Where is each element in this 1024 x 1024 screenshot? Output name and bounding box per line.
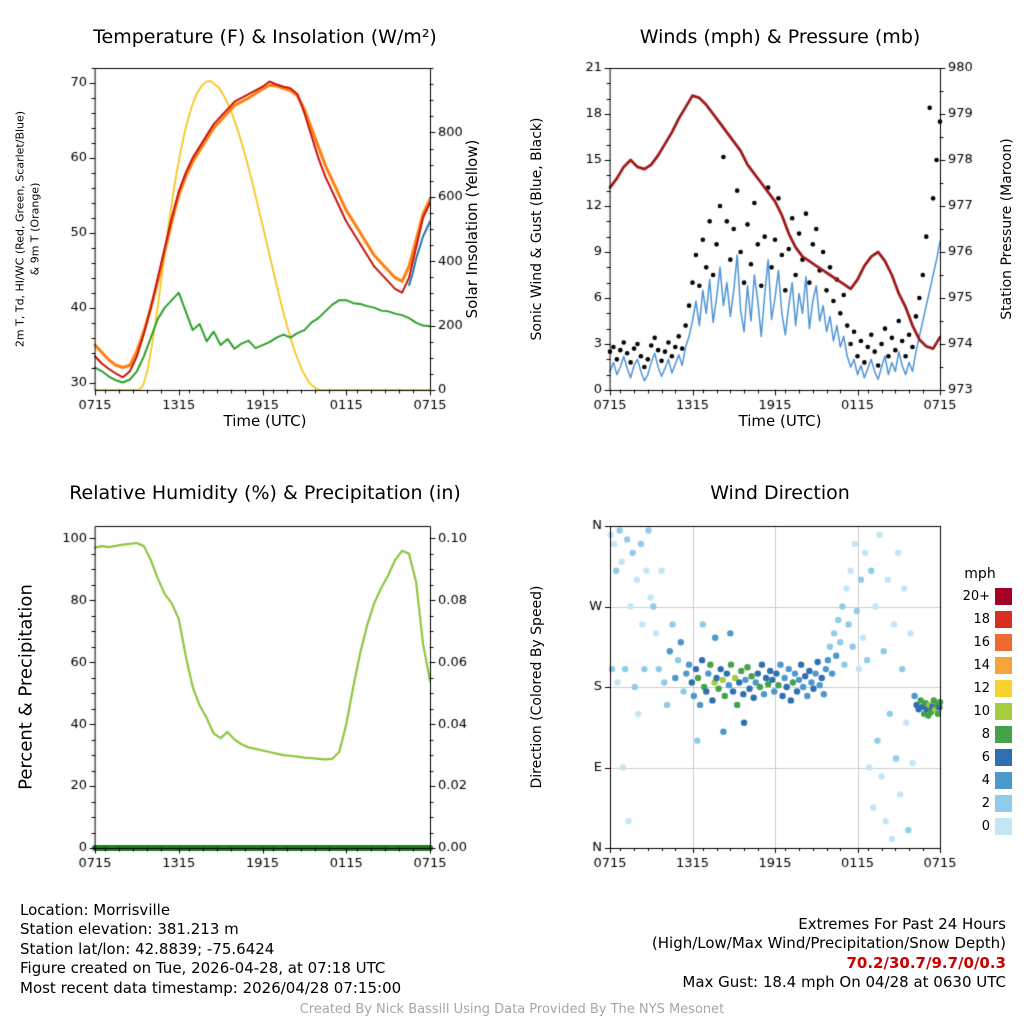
wind-direction-canvas: [565, 510, 995, 890]
legend-row: 16: [948, 631, 1012, 654]
station-location: Location: Morrisville: [20, 901, 171, 919]
humidity-ylabel: Percent & Precipitation: [15, 584, 37, 790]
winds-pressure-canvas: [565, 52, 995, 432]
legend-swatch: [995, 772, 1012, 789]
temperature-ylabel-line1: 2m T, Td, HI/WC (Red, Green, Scarlet/Blu…: [13, 110, 27, 348]
legend-swatch: [995, 726, 1012, 743]
station-info-block: Location: Morrisville Station elevation:…: [20, 901, 401, 998]
chart-title-temperature-insolation: Temperature (F) & Insolation (W/m²): [93, 26, 437, 48]
legend-swatch: [995, 588, 1012, 605]
legend-label: 10: [973, 704, 990, 719]
legend-row: 18: [948, 608, 1012, 631]
winds-xlabel: Time (UTC): [738, 412, 822, 430]
legend-row: 10: [948, 700, 1012, 723]
chart-title-humidity-precip: Relative Humidity (%) & Precipitation (i…: [69, 482, 461, 504]
legend-label: 20+: [962, 589, 990, 604]
legend-label: 2: [981, 796, 990, 811]
legend-row: 2: [948, 792, 1012, 815]
legend-swatch: [995, 749, 1012, 766]
legend-swatch: [995, 818, 1012, 835]
legend-label: 0: [981, 819, 990, 834]
extremes-title: Extremes For Past 24 Hours: [798, 915, 1006, 933]
data-timestamp: Most recent data timestamp: 2026/04/28 0…: [20, 978, 402, 997]
legend-row: 0: [948, 815, 1012, 838]
humidity-precip-canvas: [45, 510, 485, 890]
legend-swatch: [995, 634, 1012, 651]
legend-label: 12: [973, 681, 990, 696]
legend-label: 6: [981, 750, 990, 765]
pressure-ylabel: Station Pressure (Maroon): [999, 138, 1015, 320]
credit-line: Created By Nick Bassill Using Data Provi…: [299, 1002, 725, 1017]
legend-row: 12: [948, 677, 1012, 700]
temperature-insolation-canvas: [45, 52, 485, 432]
legend-swatch: [995, 680, 1012, 697]
legend-label: 8: [981, 727, 990, 742]
legend-label: 18: [973, 612, 990, 627]
temperature-xlabel: Time (UTC): [223, 412, 307, 430]
legend-swatch: [995, 703, 1012, 720]
wind-speed-legend: mph 20+ 18 16 14 12 10 8 6 4 2 0: [948, 566, 1012, 838]
legend-swatch: [995, 657, 1012, 674]
legend-swatch: [995, 611, 1012, 628]
station-latlon: Station lat/lon: 42.8839; -75.6424: [20, 939, 275, 958]
max-gust: Max Gust: 18.4 mph On 04/28 at 0630 UTC: [682, 973, 1006, 992]
temperature-ylabel-line2: & 9m T (Orange): [28, 182, 42, 276]
extremes-values: 70.2/30.7/9.7/0/0.3: [846, 953, 1006, 972]
legend-row: 14: [948, 654, 1012, 677]
legend-row: 8: [948, 723, 1012, 746]
legend-label: 16: [973, 635, 990, 650]
legend-swatch: [995, 795, 1012, 812]
wind-speed-legend-rows: 20+ 18 16 14 12 10 8 6 4 2 0: [948, 585, 1012, 838]
legend-label: 4: [981, 773, 990, 788]
chart-title-wind-direction: Wind Direction: [710, 482, 850, 504]
chart-title-winds-pressure: Winds (mph) & Pressure (mb): [639, 26, 921, 48]
legend-title: mph: [964, 566, 996, 582]
extremes-block: Extremes For Past 24 Hours (High/Low/Max…: [652, 915, 1006, 993]
legend-row: 4: [948, 769, 1012, 792]
extremes-subtitle: (High/Low/Max Wind/Precipitation/Snow De…: [651, 934, 1006, 953]
legend-label: 14: [973, 658, 990, 673]
insolation-ylabel: Solar Insolation (Yellow): [463, 139, 481, 319]
wind-gust-ylabel: Sonic Wind & Gust (Blue, Black): [529, 117, 545, 341]
legend-row: 20+: [948, 585, 1012, 608]
station-elevation: Station elevation: 381.213 m: [20, 920, 239, 939]
figure-created: Figure created on Tue, 2026-04-28, at 07…: [20, 959, 386, 978]
wind-direction-ylabel: Direction (Colored By Speed): [529, 585, 545, 789]
legend-row: 6: [948, 746, 1012, 769]
